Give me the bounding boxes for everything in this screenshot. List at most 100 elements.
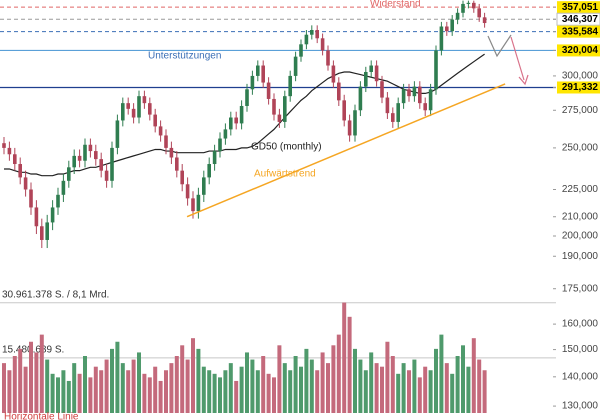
candle-body [34, 207, 39, 227]
candle-body [277, 114, 282, 122]
volume-bar [239, 366, 244, 413]
candle-body [434, 50, 438, 90]
volume-bar [423, 366, 428, 413]
level-label: Unterstützungen [148, 51, 221, 62]
y-tick-label: 140,000 [562, 371, 599, 382]
tick-highlight [556, 12, 600, 26]
tick-highlight [557, 81, 600, 94]
volume-bar [131, 359, 136, 413]
candle-body [104, 170, 109, 181]
level-label: Widerstand [370, 0, 421, 10]
y-tick-label: 160,000 [562, 319, 599, 330]
candle-body [380, 81, 384, 98]
tick-highlight [557, 25, 600, 38]
candle-body [212, 151, 217, 165]
candle-body [99, 159, 103, 171]
candle-body [29, 189, 33, 208]
y-tick-label: 225,000 [562, 184, 599, 195]
candle-body [131, 108, 136, 118]
volume-bar [277, 345, 282, 413]
volume-bar [315, 370, 320, 413]
candle-body [185, 184, 190, 199]
volume-bar [174, 356, 179, 413]
y-tick-label: 291,332 [562, 82, 599, 93]
volume-bar [56, 377, 60, 413]
volume-bar [309, 359, 314, 413]
candle-body [374, 65, 379, 82]
candle-body [169, 147, 174, 158]
volume-bar [212, 373, 217, 413]
candle-body [445, 26, 449, 32]
volume-bar [363, 370, 368, 413]
volume-bar [12, 356, 17, 413]
y-tick-label: 320,004 [562, 45, 599, 56]
candle-body [428, 89, 433, 111]
volume-bar [304, 348, 309, 413]
candle-body [466, 2, 471, 4]
volume-bar [110, 348, 114, 413]
volume-bar [336, 334, 341, 413]
candle-body [126, 103, 130, 109]
candle-body [234, 117, 238, 124]
volume-bar [272, 377, 276, 413]
candle-body [56, 194, 60, 208]
volume-bar [417, 377, 422, 413]
volume-bar [261, 356, 266, 413]
candle-body [299, 44, 303, 57]
candle-body [326, 50, 330, 66]
candle-body [115, 120, 120, 148]
candle-body [45, 222, 49, 240]
candle-body [293, 56, 298, 76]
candle-body [7, 147, 12, 155]
volume-bar [29, 341, 33, 413]
candle-body [266, 82, 271, 99]
volume-bar [461, 345, 465, 413]
volume-bar [93, 366, 98, 413]
volume-bar [369, 352, 374, 413]
volume-bar [320, 352, 325, 413]
volume-tick-label: 30.961.378 S. / 8,1 Mrd. [2, 289, 109, 300]
candle-body [288, 75, 292, 97]
candle-body [23, 177, 28, 190]
candle-body [396, 103, 400, 122]
candle-body [207, 164, 211, 178]
candle-body [347, 120, 352, 136]
volume-bar [245, 352, 249, 413]
volume-bar [45, 359, 50, 413]
tick-highlight [557, 44, 600, 57]
volume-bar [477, 359, 482, 413]
volume-tick-label: 15.480.689 S. [2, 344, 64, 355]
plot-area: 30.961.378 S. / 8,1 Mrd. 15.480.689 S. Auf… [0, 0, 556, 420]
candle-body [175, 157, 179, 171]
candle-body [477, 8, 481, 18]
volume-bar [158, 380, 163, 413]
y-tick-label: 210,000 [562, 211, 599, 222]
candle-body [148, 103, 152, 115]
volume-bar [266, 373, 271, 413]
volume-bar [347, 316, 352, 413]
candle-body [61, 180, 66, 195]
volume-bar [18, 348, 23, 413]
candle-body [191, 198, 195, 212]
candle-body [121, 103, 125, 121]
moving-average-label: GD50 (monthly) [251, 142, 322, 153]
trendline [186, 83, 506, 218]
volume-bar [39, 334, 44, 413]
candle-body [407, 89, 411, 97]
volume-bar [77, 373, 82, 413]
volume-bar [299, 366, 303, 413]
candle-body [142, 96, 147, 104]
candle-body [229, 117, 233, 130]
candle-body [450, 19, 454, 32]
candle-body [364, 71, 368, 87]
volume-bar [137, 352, 141, 413]
volume-bar [466, 366, 471, 413]
volume-bar [7, 370, 12, 413]
volume-bar [331, 345, 336, 413]
volume-bar [428, 370, 433, 413]
candle-body [153, 114, 157, 127]
candle-body [83, 144, 87, 161]
volume-bar [218, 377, 222, 413]
volume-bar [412, 359, 417, 413]
